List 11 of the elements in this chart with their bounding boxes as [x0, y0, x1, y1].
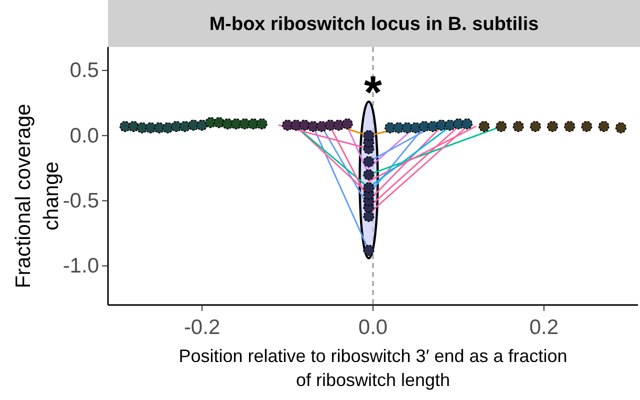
y-axis-title: Fractional coverage change [12, 104, 63, 288]
y-tick-label: -0.5 [62, 189, 99, 212]
y-tick-label: 0.5 [70, 59, 99, 82]
x-tick-label: -0.2 [184, 316, 220, 339]
y-tick-label: 0.0 [70, 124, 99, 148]
x-tick-label: 0.0 [358, 316, 388, 339]
annotation: * [364, 66, 382, 118]
chart-title: M-box riboswitch locus in B. subtilis [209, 14, 539, 35]
y-tick-label: -1.0 [62, 254, 99, 278]
x-tick-label: 0.2 [529, 316, 559, 339]
x-axis-title: Position relative to riboswitch 3′ end as a fraction of riboswitch length [178, 346, 568, 390]
